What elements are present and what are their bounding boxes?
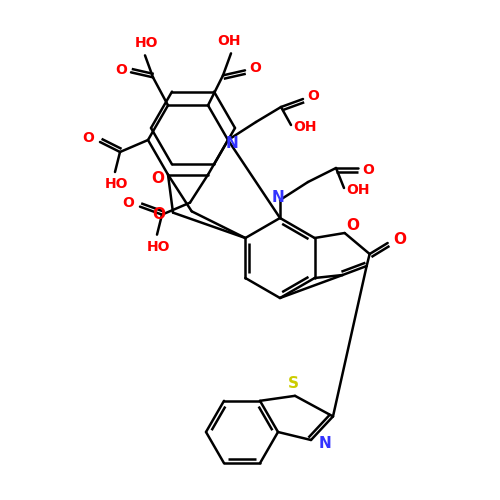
Text: HO: HO (147, 240, 171, 254)
Text: O: O (249, 62, 261, 76)
Text: O: O (362, 163, 374, 177)
Text: N: N (318, 436, 332, 452)
Text: O: O (152, 171, 164, 186)
Text: O: O (82, 131, 94, 145)
Text: HO: HO (135, 36, 158, 51)
Text: O: O (152, 207, 166, 222)
Text: O: O (346, 218, 359, 232)
Text: S: S (288, 376, 298, 392)
Text: O: O (307, 89, 319, 103)
Text: HO: HO (105, 177, 129, 191)
Text: N: N (272, 190, 284, 206)
Text: OH: OH (293, 120, 317, 134)
Text: O: O (393, 232, 406, 248)
Text: O: O (122, 196, 134, 209)
Text: OH: OH (217, 34, 241, 48)
Text: OH: OH (346, 183, 370, 197)
Text: O: O (115, 64, 127, 78)
Text: N: N (226, 136, 238, 150)
